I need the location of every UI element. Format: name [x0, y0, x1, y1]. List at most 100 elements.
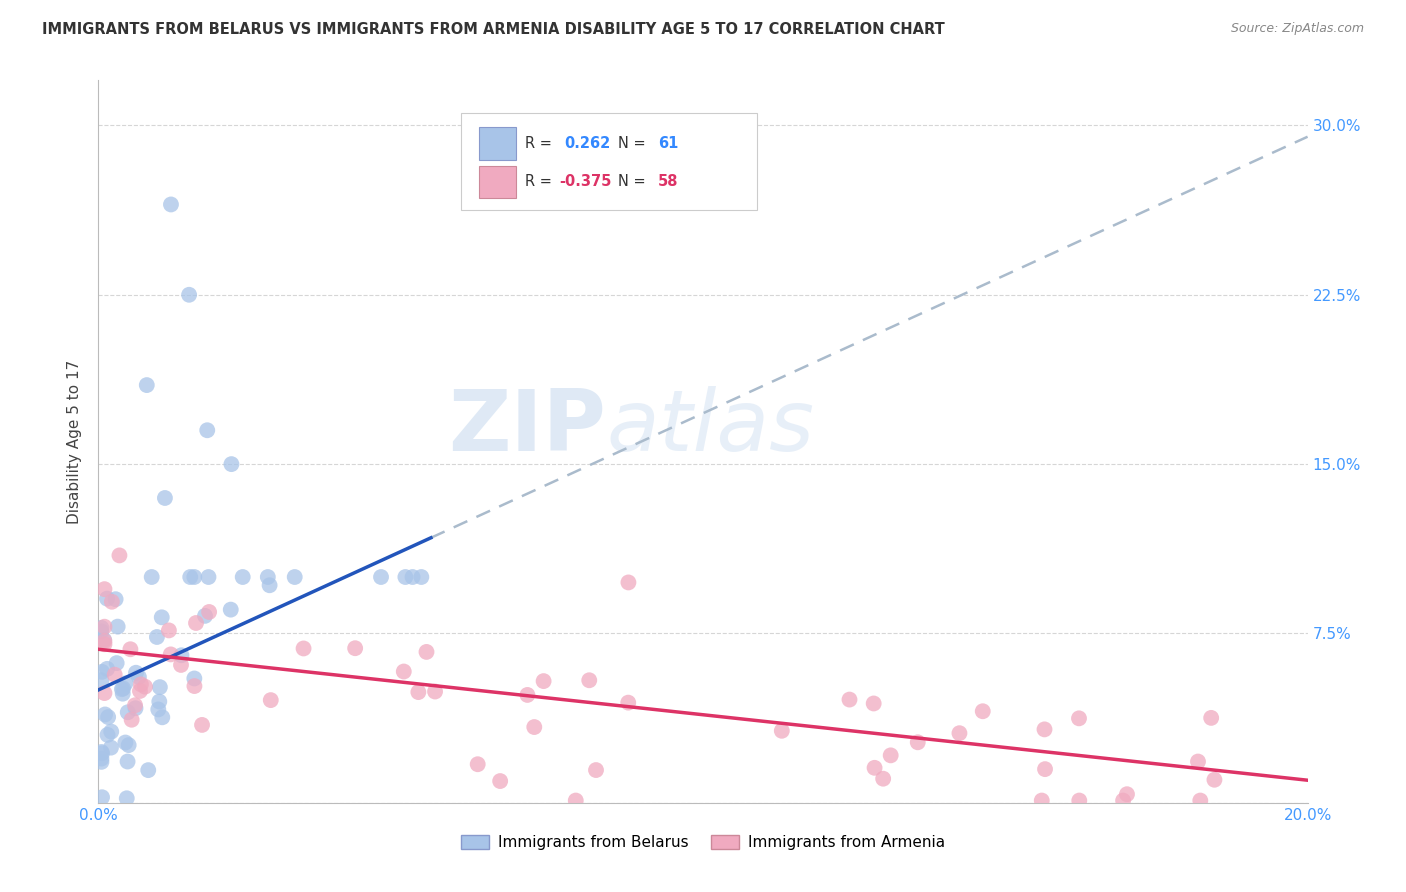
Point: [115, 791, 138, 805]
Text: R =: R =: [526, 136, 553, 151]
Point: [91, 790, 114, 805]
Point: [972, 704, 994, 718]
Point: [150, 710, 173, 724]
Point: [523, 720, 546, 734]
Text: ZIP: ZIP: [449, 385, 606, 468]
Point: [617, 575, 640, 590]
Point: [197, 570, 219, 584]
Point: [195, 423, 218, 437]
Point: [221, 457, 243, 471]
FancyBboxPatch shape: [479, 166, 516, 198]
Point: [136, 763, 159, 777]
Text: IMMIGRANTS FROM BELARUS VS IMMIGRANTS FROM ARMENIA DISABILITY AGE 5 TO 17 CORREL: IMMIGRANTS FROM BELARUS VS IMMIGRANTS FR…: [42, 22, 945, 37]
Point: [170, 648, 193, 663]
Point: [117, 706, 139, 720]
Point: [128, 670, 150, 684]
Point: [879, 748, 901, 763]
Point: [107, 619, 129, 633]
Text: R =: R =: [526, 174, 553, 189]
Point: [1199, 711, 1222, 725]
Point: [148, 702, 170, 716]
Point: [101, 595, 124, 609]
Point: [114, 735, 136, 749]
Point: [838, 692, 860, 706]
Point: [91, 665, 114, 679]
Point: [129, 684, 152, 698]
Point: [94, 707, 117, 722]
Point: [91, 746, 114, 760]
Point: [401, 570, 423, 584]
Point: [90, 673, 112, 688]
Point: [184, 615, 207, 630]
Point: [370, 570, 392, 584]
Point: [125, 665, 148, 680]
Point: [157, 624, 180, 638]
Legend: Immigrants from Belarus, Immigrants from Armenia: Immigrants from Belarus, Immigrants from…: [456, 830, 950, 856]
Point: [129, 677, 152, 691]
Point: [191, 718, 214, 732]
Point: [148, 694, 170, 708]
FancyBboxPatch shape: [461, 112, 758, 211]
Point: [516, 688, 538, 702]
Point: [96, 728, 118, 742]
Point: [117, 755, 139, 769]
Point: [232, 570, 254, 584]
Point: [183, 570, 205, 584]
FancyBboxPatch shape: [479, 128, 516, 160]
Text: 61: 61: [658, 136, 679, 151]
Point: [118, 738, 141, 752]
Point: [93, 686, 115, 700]
Point: [394, 570, 416, 584]
Point: [1033, 762, 1056, 776]
Point: [872, 772, 894, 786]
Point: [533, 674, 555, 689]
Point: [146, 630, 169, 644]
Point: [93, 637, 115, 651]
Point: [259, 578, 281, 592]
Point: [93, 634, 115, 648]
Point: [1031, 793, 1053, 807]
Point: [863, 761, 886, 775]
Point: [124, 698, 146, 713]
Point: [578, 673, 600, 688]
Text: atlas: atlas: [606, 385, 814, 468]
Point: [408, 685, 430, 699]
Point: [100, 740, 122, 755]
Point: [93, 582, 115, 596]
Point: [124, 701, 146, 715]
Point: [135, 378, 157, 392]
Point: [948, 726, 970, 740]
Point: [93, 632, 115, 647]
Point: [1204, 772, 1226, 787]
Point: [1069, 793, 1091, 807]
Point: [1189, 793, 1212, 807]
Point: [90, 745, 112, 759]
Point: [179, 570, 201, 584]
Point: [100, 724, 122, 739]
Text: N =: N =: [619, 174, 645, 189]
Point: [141, 570, 163, 584]
Point: [194, 608, 217, 623]
Point: [862, 697, 884, 711]
Point: [411, 570, 433, 584]
Point: [112, 681, 135, 696]
Point: [134, 680, 156, 694]
Point: [90, 751, 112, 765]
Point: [114, 676, 136, 690]
Point: [108, 549, 131, 563]
Point: [284, 570, 307, 584]
Point: [105, 656, 128, 670]
Point: [585, 763, 607, 777]
Point: [90, 624, 112, 639]
Point: [160, 197, 183, 211]
Point: [170, 657, 193, 672]
Point: [292, 641, 315, 656]
Point: [111, 682, 134, 697]
Point: [198, 605, 221, 619]
Text: 0.262: 0.262: [564, 136, 610, 151]
Point: [96, 591, 118, 606]
Point: [104, 592, 127, 607]
Text: Source: ZipAtlas.com: Source: ZipAtlas.com: [1230, 22, 1364, 36]
Point: [97, 710, 120, 724]
Text: N =: N =: [619, 136, 645, 151]
